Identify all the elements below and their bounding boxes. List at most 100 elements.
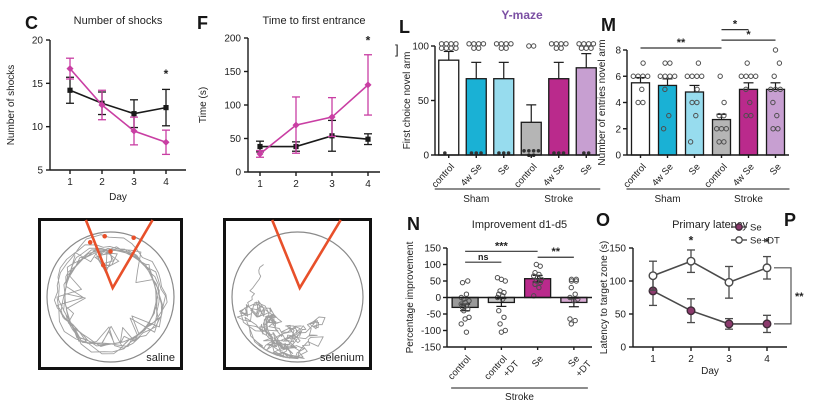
scatter-points (466, 41, 487, 155)
series (256, 119, 372, 153)
panel-label-m: M (601, 15, 616, 35)
category-label: 4w Se (459, 162, 485, 189)
y-axis-label: Number of shocks (6, 65, 17, 146)
data-point (162, 138, 170, 146)
scatter-points (494, 274, 508, 335)
entry-mark (87, 240, 93, 245)
target-zone-marker (270, 219, 342, 291)
y-axis-label: Percentage improvement (405, 241, 416, 353)
series (648, 275, 772, 334)
y-axis-label: First choice novel arm (402, 52, 413, 150)
entry-mark (108, 249, 113, 254)
bar (711, 118, 732, 156)
y-tick-label: 0 (235, 168, 241, 179)
significance-mark: *** (495, 240, 509, 252)
panel-label-n: N (407, 214, 420, 234)
category-label: control (430, 162, 457, 191)
selenium-swim-path-plot: selenium (223, 218, 372, 370)
y-tick-label: 4 (615, 98, 621, 109)
x-tick-label: 2 (293, 179, 299, 190)
axis-bracket: ] (395, 42, 399, 57)
category-label: 4w Se (541, 162, 567, 189)
chart-title: Improvement d1-d5 (472, 219, 567, 231)
scatter-points (768, 47, 784, 132)
data-point (257, 143, 263, 150)
series (256, 54, 372, 158)
legend-label: Se (750, 223, 762, 234)
significance-mark: ** (677, 37, 686, 49)
panel-label-f: F (197, 13, 208, 33)
y-tick-label: 200 (224, 34, 241, 45)
scatter-points (493, 41, 514, 155)
bar (493, 78, 515, 156)
saline-swim-path-plot: saline (38, 218, 183, 370)
series (648, 249, 772, 299)
data-point (364, 81, 372, 89)
significance-mark: ** (795, 291, 804, 303)
data-point (130, 127, 138, 135)
chart-title: Time to first entrance (263, 15, 366, 27)
x-axis-label: Day (701, 366, 719, 377)
category-label: control (702, 162, 729, 191)
category-label: 4w Se (731, 162, 757, 189)
y-tick-label: 100 (424, 260, 441, 271)
x-tick-label: 2 (688, 354, 694, 365)
maze-label: saline (146, 352, 175, 364)
y-axis-label: Time (s) (198, 87, 209, 123)
category-label: control (512, 162, 539, 191)
pool-wall (46, 231, 175, 363)
number-of-shocks-chart: 5 10 15 20 1 2 3 4 Number of shocks Number of sho… (6, 15, 186, 203)
data-point (67, 87, 73, 93)
pool-frame (38, 218, 183, 370)
axes (443, 247, 592, 350)
significance-mark: ns (478, 252, 489, 262)
y-axis-label: Latency to target zone (s) (599, 241, 610, 354)
y-tick-label: 6 (615, 72, 621, 83)
category-label: Se (687, 162, 703, 178)
y-axis-label: Number of entries novel arm (597, 39, 608, 165)
y-tick-label: 100 (412, 42, 429, 53)
group-label: Sham (463, 194, 489, 205)
data-point (131, 111, 137, 117)
category-label: control (446, 354, 473, 383)
scatter-points (714, 73, 730, 145)
scatter-points (438, 41, 459, 155)
x-tick-label: 3 (131, 177, 137, 188)
y-tick-label: -150 (421, 343, 441, 354)
category-label: control (621, 162, 648, 191)
axes (244, 37, 380, 176)
bar (575, 67, 597, 156)
x-tick-label: 1 (257, 179, 263, 190)
bar (438, 59, 460, 156)
entry-mark (131, 235, 136, 241)
group-label: Stroke (734, 194, 763, 205)
significance-mark: * (366, 34, 371, 48)
series (66, 76, 170, 129)
x-tick-label: 3 (329, 179, 335, 190)
scatter-points (576, 41, 597, 155)
y-tick-label: -50 (427, 310, 442, 321)
legend-label: Se+DT (750, 236, 780, 247)
data-point (648, 271, 658, 281)
y-tick-label: 0 (620, 343, 626, 354)
y-tick-label: 15 (32, 79, 44, 90)
data-point (724, 319, 734, 329)
significance-mark: * (164, 67, 169, 81)
y-tick-label: 150 (609, 244, 626, 255)
comparison-bracket (774, 267, 792, 325)
y-tick-label: 50 (615, 310, 627, 321)
data-point (365, 136, 371, 142)
y-tick-label: 150 (424, 244, 441, 255)
x-tick-label: 4 (365, 179, 371, 190)
group-label: Sham (654, 194, 680, 205)
data-point (292, 121, 300, 129)
bar (738, 88, 759, 156)
data-point (328, 113, 336, 121)
y-tick-label: 0 (435, 293, 441, 304)
series (66, 57, 170, 156)
data-point (98, 101, 106, 109)
y-tick-label: 8 (615, 46, 621, 57)
